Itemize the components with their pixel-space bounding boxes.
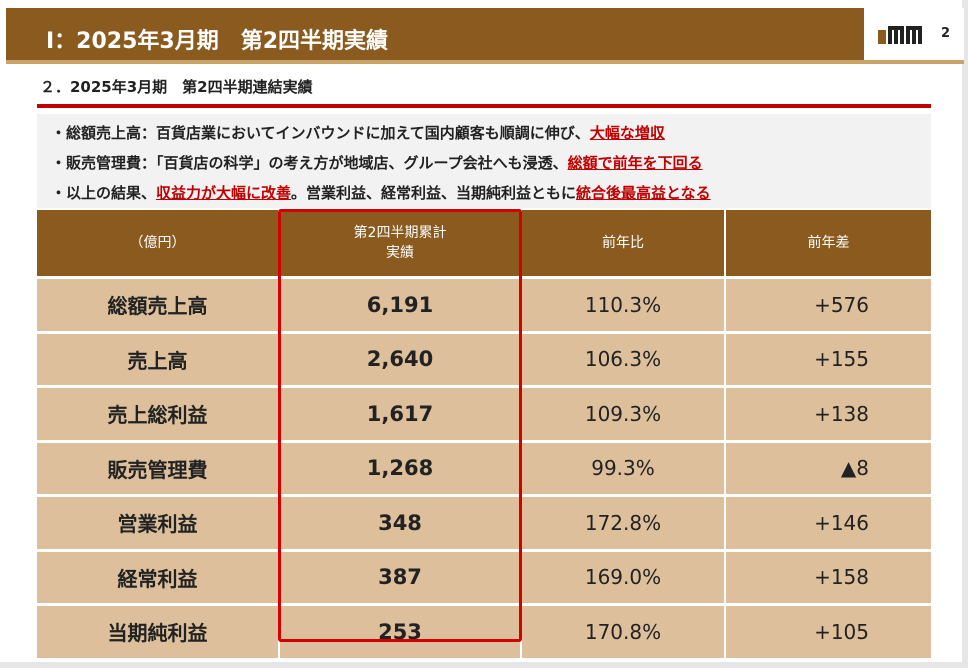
bullet-text: 。営業利益、経常利益、当期純利益ともに <box>291 184 577 202</box>
actual-value: 6,191 <box>278 276 521 332</box>
company-logo-icon <box>878 26 922 44</box>
header-line: 実績 <box>386 245 414 261</box>
actual-value: 1,617 <box>278 385 521 441</box>
yoy-difference: +158 <box>724 548 931 605</box>
page-title: Ⅰ：2025年3月期 第2四半期実績 <box>46 29 389 54</box>
yoy-ratio: 172.8% <box>520 494 725 550</box>
actual-value: 253 <box>278 603 521 658</box>
bullet-text: ・総額売上高：百貨店業においてインバウンドに加えて国内顧客も順調に伸び、 <box>51 124 590 142</box>
summary-bullets: ・総額売上高：百貨店業においてインバウンドに加えて国内顧客も順調に伸び、大幅な増… <box>37 114 931 208</box>
bullet-sga: ・販売管理費：「百貨店の科学」の考え方が地域店、グループ会社へも浸透、総額で前年… <box>51 152 703 173</box>
table-row: 当期純利益 253 170.8% +105 <box>37 603 931 658</box>
yoy-difference: +155 <box>724 330 931 387</box>
row-label: 売上高 <box>37 330 279 387</box>
row-label: 売上総利益 <box>37 385 279 441</box>
yoy-difference: +105 <box>724 603 931 658</box>
section-title: ２．2025年3月期 第2四半期連結実績 <box>40 78 313 96</box>
section-divider <box>37 104 931 108</box>
bullet-highlight: 統合後最高益となる <box>576 184 711 202</box>
page-number: 2 <box>940 26 950 41</box>
column-header-actual: 第2四半期累計 実績 <box>278 210 521 278</box>
row-label: 総額売上高 <box>37 276 279 332</box>
table-row: 販売管理費 1,268 99.3% ▲8 <box>37 439 931 496</box>
header-underline <box>6 60 964 64</box>
yoy-difference: +146 <box>724 494 931 550</box>
table-row: 営業利益 348 172.8% +146 <box>37 494 931 550</box>
bullet-sales: ・総額売上高：百貨店業においてインバウンドに加えて国内顧客も順調に伸び、大幅な増… <box>51 122 665 143</box>
actual-value: 2,640 <box>278 330 521 387</box>
yoy-difference: ▲8 <box>724 439 931 496</box>
yoy-ratio: 109.3% <box>520 385 725 441</box>
table-row: 売上高 2,640 106.3% +155 <box>37 330 931 387</box>
row-label: 当期純利益 <box>37 603 279 658</box>
table-row: 経常利益 387 169.0% +158 <box>37 548 931 605</box>
header-line: 第2四半期累計 <box>353 225 447 241</box>
yoy-ratio: 170.8% <box>520 603 725 658</box>
row-label: 経常利益 <box>37 548 279 605</box>
table-row: 総額売上高 6,191 110.3% +576 <box>37 276 931 332</box>
bullet-result: ・以上の結果、収益力が大幅に改善。営業利益、経常利益、当期純利益ともに統合後最高… <box>51 182 711 203</box>
yoy-difference: +576 <box>724 276 931 332</box>
yoy-ratio: 99.3% <box>520 439 725 496</box>
actual-value: 348 <box>278 494 521 550</box>
bullet-highlight: 総額で前年を下回る <box>567 154 703 172</box>
header-bar: Ⅰ：2025年3月期 第2四半期実績 2 <box>6 8 964 60</box>
logo-area: 2 <box>864 8 964 60</box>
bullet-text: ・販売管理費：「百貨店の科学」の考え方が地域店、グループ会社へも浸透、 <box>51 154 568 172</box>
yoy-ratio: 106.3% <box>520 330 725 387</box>
yoy-ratio: 110.3% <box>520 276 725 332</box>
column-header-unit: （億円） <box>37 210 279 278</box>
bullet-highlight: 収益力が大幅に改善 <box>156 184 292 202</box>
bullet-highlight: 大幅な増収 <box>589 124 665 142</box>
actual-value: 1,268 <box>278 439 521 496</box>
actual-value: 387 <box>278 548 521 605</box>
yoy-difference: +138 <box>724 385 931 441</box>
row-label: 販売管理費 <box>37 439 279 496</box>
row-label: 営業利益 <box>37 494 279 550</box>
table-row: 売上総利益 1,617 109.3% +138 <box>37 385 931 441</box>
bullet-text: ・以上の結果、 <box>51 184 157 202</box>
yoy-ratio: 169.0% <box>520 548 725 605</box>
results-table: （億円） 第2四半期累計 実績 前年比 前年差 総額売上高 6,191 110.3% +… <box>37 210 931 658</box>
column-header-diff: 前年差 <box>724 210 931 278</box>
column-header-yoy: 前年比 <box>520 210 725 278</box>
table-header-row: （億円） 第2四半期累計 実績 前年比 前年差 <box>37 210 931 278</box>
